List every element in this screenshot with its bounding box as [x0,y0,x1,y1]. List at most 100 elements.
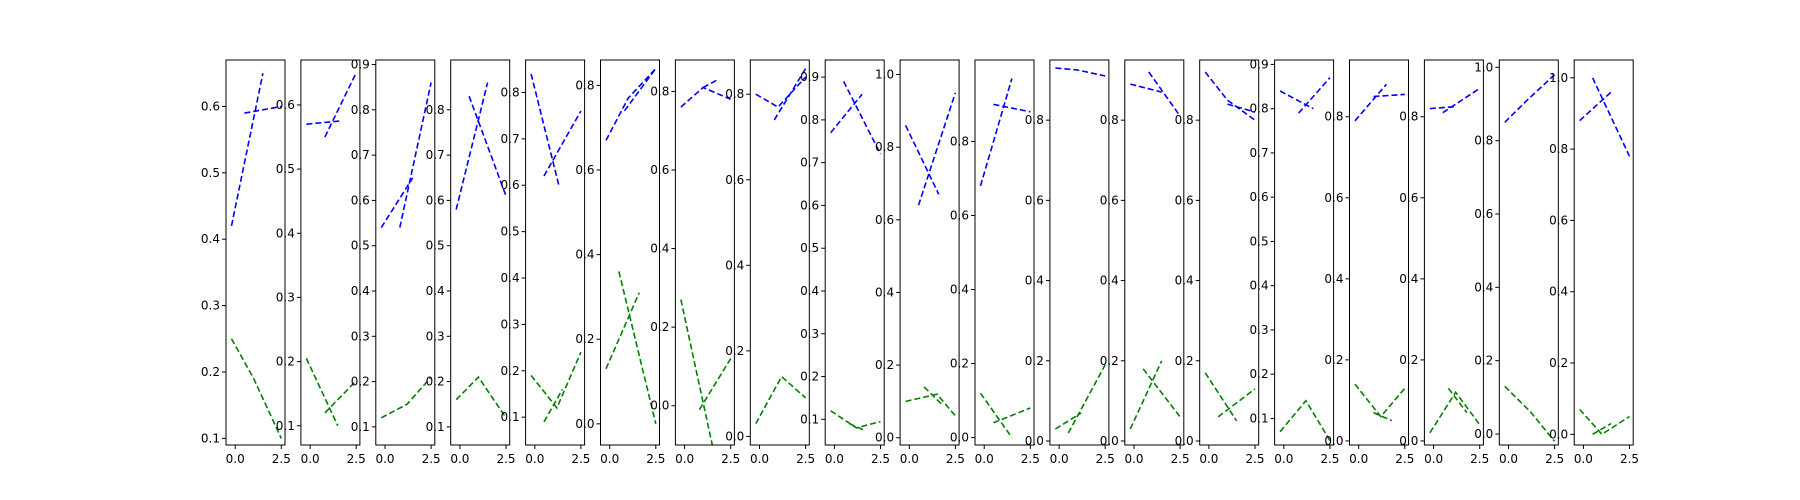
axes-frame [525,59,586,446]
series-green-line-1 [1579,408,1630,436]
y-tick-label: 0.4 [950,283,969,297]
y-tick-label: 0.4 [1100,274,1119,288]
y-tick-label: 0.4 [1250,279,1269,293]
y-tick-label: 0.6 [1250,190,1269,204]
series-blue-line-2 [702,78,719,89]
subplot-row: 0.10.20.30.40.50.60.0 2.50.10.20.30.40.50… [201,57,1639,466]
x-tick-label: 2.5 [1096,452,1115,466]
y-tick-label: 0.2 [276,355,295,369]
y-tick-label: 0.4 [725,258,744,272]
series-green-line-1 [230,338,283,439]
y-tick-label: 0.5 [276,162,295,176]
y-tick-label: 0.6 [1025,193,1044,207]
x-tick-label: 0.0 [825,452,844,466]
x-tick-label: 2.5 [1021,452,1040,466]
axes-frame [674,59,735,446]
series-green-line-2 [993,407,1031,424]
axes-frame [1124,59,1185,446]
y-tick-label: 0.2 [950,357,969,371]
y-tick-label: 0.8 [950,134,969,148]
y-tick-label: 0.6 [351,193,370,207]
series-green-line-1 [1429,390,1481,434]
y-tick-label: 0.7 [501,132,520,146]
y-tick-label: 0.9 [800,70,819,84]
x-tick-label: 0.0 [600,452,619,466]
series-blue-line-1 [1579,91,1612,122]
y-tick-label: 0.5 [351,239,370,253]
y-tick-label: 0.0 [1175,434,1194,448]
y-tick-label: 0.2 [1025,354,1044,368]
x-tick-label: 2.5 [946,452,965,466]
y-tick-label: 0.7 [426,148,445,162]
x-tick-label: 2.5 [1245,452,1264,466]
y-tick-label: 0.7 [351,148,370,162]
x-tick-label: 0.0 [1424,452,1443,466]
subplot-16: 0.0 0.2 0.4 0.6 0.8 0.0 2.5 [1324,59,1414,466]
x-tick-label: 2.5 [1320,452,1339,466]
y-tick-label: 0.8 [1025,113,1044,127]
series-blue-line-2 [1591,77,1631,157]
series-blue-line-1 [1504,74,1556,123]
axes-frame [1498,59,1559,446]
y-tick-label: 1.0 [1474,60,1493,74]
x-tick-label: 0.0 [1574,452,1593,466]
y-tick-label: 0.4 [1549,285,1568,299]
y-tick-label: 0.3 [1250,323,1269,337]
series-blue-line-1 [530,73,560,186]
series-green-line-2 [1067,364,1106,434]
y-tick-label: 0.8 [1324,110,1343,124]
series-green-line-2 [1217,388,1256,418]
subplot-11: 0.0 0.2 0.4 0.6 0.8 0.0 2.5 [950,59,1040,466]
y-tick-label: 0.4 [1324,272,1343,286]
y-tick-label: 0.4 [501,271,520,285]
series-blue-line-1 [1204,71,1256,121]
y-tick-label: 0.8 [1100,113,1119,127]
y-tick-label: 0.0 [1549,427,1568,441]
series-green-line-1 [680,299,714,446]
x-tick-label: 0.0 [1499,452,1518,466]
y-tick-label: 0.8 [1474,134,1493,148]
x-tick-label: 2.5 [422,452,441,466]
series-blue-line-2 [993,103,1031,113]
y-tick-label: 0.1 [800,412,819,426]
y-tick-label: 0.0 [1025,434,1044,448]
y-tick-label: 0.2 [1175,354,1194,368]
y-tick-label: 0.0 [875,431,894,445]
y-tick-label: 0.4 [201,232,220,246]
series-blue-line-2 [1442,87,1481,114]
y-tick-label: 0.6 [575,163,594,177]
subplot-1: 0.1 0.2 0.3 0.4 0.5 0.6 0.0 2.5 [201,59,291,466]
series-blue-line-2 [543,110,582,177]
series-green-line-1 [455,375,507,419]
subplot-19: 0.0 0.2 0.4 0.6 0.8 1.0 0.0 2.5 [1549,59,1639,466]
subplot-3: 0.1 0.2 0.3 0.4 0.5 0.6 0.7 0.8 0.9 0.0 2.5 [351,58,441,466]
y-tick-label: 0.1 [276,419,295,433]
y-tick-label: 0.8 [575,78,594,92]
y-tick-label: 0.2 [426,375,445,389]
x-tick-label: 2.5 [796,452,815,466]
y-tick-label: 0.8 [650,84,669,98]
y-tick-label: 0.8 [426,103,445,117]
axes-frame [1199,59,1260,446]
axes-frame [1049,59,1110,446]
axes-frame [375,59,436,446]
y-tick-label: 0.0 [725,429,744,443]
y-tick-label: 0.6 [1549,213,1568,227]
series-blue-line-1 [904,125,940,195]
x-tick-label: 0.0 [900,452,919,466]
series-green-line-1 [979,392,1013,439]
series-green-line-1 [380,376,432,419]
series-blue-line-1 [380,177,414,229]
y-tick-label: 0.8 [1399,110,1418,124]
axes-frame [1274,59,1335,446]
series-blue-line-2 [1227,103,1256,113]
x-tick-label: 2.5 [1545,452,1564,466]
subplot-12: 0.0 0.2 0.4 0.6 0.8 0.0 2.5 [1025,59,1115,466]
y-tick-label: 0.2 [1250,367,1269,381]
y-tick-label: 0.4 [1399,272,1418,286]
y-tick-label: 0.4 [276,226,295,240]
x-tick-label: 0.0 [226,452,245,466]
axes-frame [899,59,960,446]
y-tick-label: 0.0 [1100,434,1119,448]
y-tick-label: 0.5 [501,225,520,239]
